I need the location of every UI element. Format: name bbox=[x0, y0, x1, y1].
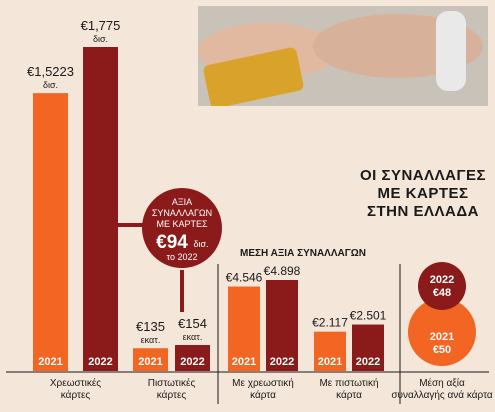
bar-credit-2022 bbox=[175, 345, 210, 371]
bar-year-label: 2021 bbox=[232, 356, 256, 368]
headline-line: ΣΤΗΝ ΕΛΛΑΔΑ bbox=[367, 203, 479, 220]
category-label: Πιστωτικές bbox=[148, 377, 196, 389]
bubble-value: €50 bbox=[433, 344, 451, 356]
bar-avg-0-2021 bbox=[228, 286, 260, 371]
value-unit-label: εκατ. bbox=[141, 335, 161, 345]
category-label: Με χρεωστική bbox=[232, 377, 294, 389]
value-unit-label: δισ. bbox=[93, 34, 108, 44]
value-label: €154 bbox=[178, 316, 207, 331]
callout-year: το 2022 bbox=[167, 252, 198, 262]
watch-band bbox=[436, 11, 466, 91]
bar-debit-2022 bbox=[83, 47, 118, 371]
callout-line: ΜΕ ΚΑΡΤΕΣ bbox=[156, 219, 208, 229]
bubble-year: 2021 bbox=[430, 331, 454, 343]
bubble-value: €48 bbox=[433, 287, 451, 299]
callout-line: ΣΥΝΑΛΛΑΓΩΝ bbox=[152, 208, 212, 218]
bar-year-label: 2022 bbox=[270, 356, 294, 368]
category-label: Με πιστωτική bbox=[319, 377, 378, 389]
headline-line: ΜΕ ΚΑΡΤΕΣ bbox=[377, 185, 468, 202]
callout-circle bbox=[142, 188, 222, 268]
value-label: €2.501 bbox=[350, 309, 387, 323]
value-label: €4.546 bbox=[226, 271, 263, 285]
value-label: €4.898 bbox=[264, 264, 301, 278]
category-label: Μέση αξία bbox=[419, 377, 465, 389]
bar-year-label: 2022 bbox=[356, 356, 380, 368]
category-label: κάρτα bbox=[250, 389, 276, 401]
value-label: €2.117 bbox=[312, 316, 348, 330]
bar-avg-0-2022 bbox=[266, 280, 298, 371]
value-label: €1,775 bbox=[81, 18, 121, 33]
bar-year-label: 2021 bbox=[318, 356, 342, 368]
bar-avg-1-2022 bbox=[352, 324, 384, 371]
bar-debit-2021 bbox=[33, 93, 68, 371]
payment-card bbox=[203, 47, 304, 106]
bubble-2021 bbox=[408, 298, 476, 366]
bar-year-label: 2022 bbox=[180, 356, 204, 368]
callout-line: ΑΞΙΑ bbox=[172, 197, 192, 207]
value-unit-label: δισ. bbox=[43, 80, 58, 90]
callout-value: €94 bbox=[156, 232, 188, 253]
category-label: κάρτες bbox=[157, 389, 187, 401]
bar-avg-1-2021 bbox=[314, 331, 346, 371]
card-photo-illustration bbox=[198, 6, 488, 106]
category-label: κάρτα bbox=[336, 389, 362, 401]
callout-unit: δισ. bbox=[193, 239, 208, 249]
category-label: συναλλαγής ανά κάρτα bbox=[391, 389, 493, 401]
bubble-2022 bbox=[418, 262, 466, 310]
bar-year-label: 2022 bbox=[88, 356, 112, 368]
bar-year-label: 2021 bbox=[138, 356, 162, 368]
chart-marks: 2021€1,5223δισ.2022€1,775δισ.Χρεωστικέςκ… bbox=[6, 18, 493, 404]
bubble-year: 2022 bbox=[430, 274, 454, 286]
subchart-title: ΜΕΣΗ ΑΞΙΑ ΣΥΝΑΛΛΑΓΩΝ bbox=[240, 248, 366, 259]
card-payment-photo bbox=[198, 6, 488, 106]
value-label: €1,5223 bbox=[27, 64, 74, 79]
category-label: Χρεωστικές bbox=[50, 377, 101, 389]
category-label: κάρτες bbox=[61, 389, 91, 401]
value-label: €135 bbox=[136, 319, 165, 334]
value-unit-label: εκατ. bbox=[183, 332, 203, 342]
bar-year-label: 2021 bbox=[38, 356, 62, 368]
headline-line: ΟΙ ΣΥΝΑΛΛΑΓΕΣ bbox=[360, 167, 486, 184]
bar-credit-2021 bbox=[133, 348, 168, 371]
